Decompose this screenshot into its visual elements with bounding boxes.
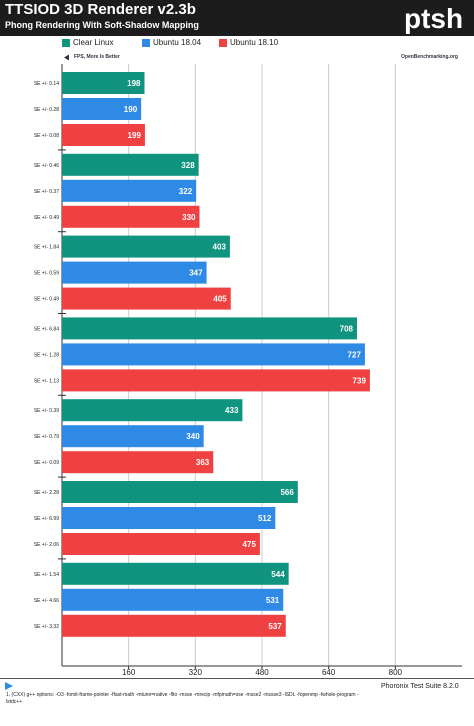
value-label-g2-s2: 322 xyxy=(179,187,193,196)
se-label-g4-s3: SE +/- 1.13 xyxy=(34,378,59,384)
bar-g2-s3 xyxy=(62,205,200,228)
bar-g7-s1 xyxy=(62,562,289,585)
value-label-g7-s2: 531 xyxy=(266,596,280,605)
se-label-g5-s1: SE +/- 0.39 xyxy=(34,408,59,414)
bar-g2-s2 xyxy=(62,179,197,202)
se-label-g4-s2: SE +/- 1.28 xyxy=(34,352,59,358)
bar-g6-s2 xyxy=(62,507,276,529)
arrow-icon xyxy=(64,54,69,61)
legend-label-clear-linux: Clear Linux xyxy=(73,38,114,47)
metric-note: FPS, More Is Better xyxy=(74,54,120,60)
value-label-g2-s1: 328 xyxy=(181,161,195,170)
value-label-g7-s3: 537 xyxy=(268,622,282,631)
bar-g5-s1 xyxy=(62,399,243,422)
bar-g1-s1 xyxy=(62,72,145,94)
bar-g4-s3 xyxy=(62,369,370,392)
bar-g6-s3 xyxy=(62,533,260,555)
bar-g5-s3 xyxy=(62,451,214,474)
value-label-g4-s2: 727 xyxy=(348,350,362,359)
se-label-g6-s1: SE +/- 2.28 xyxy=(34,490,59,496)
legend-swatch-clear-linux xyxy=(62,38,70,47)
tick-label-320: 320 xyxy=(189,668,203,677)
tick-label-160: 160 xyxy=(122,668,136,677)
tick-label-800: 800 xyxy=(389,668,403,677)
chart-subtitle: Phong Rendering With Soft-Shadow Mapping xyxy=(5,20,199,30)
se-label-g2-s1: SE +/- 0.46 xyxy=(34,163,59,169)
legend-label-ubuntu-1810: Ubuntu 18.10 xyxy=(230,38,279,47)
value-label-g7-s1: 544 xyxy=(271,570,285,579)
se-label-g6-s2: SE +/- 6.99 xyxy=(34,516,59,522)
value-label-g1-s1: 198 xyxy=(127,79,141,88)
se-label-g1-s2: SE +/- 0.28 xyxy=(34,107,59,113)
se-label-g1-s3: SE +/- 0.08 xyxy=(34,133,59,139)
legend-label-ubuntu-1804: Ubuntu 18.04 xyxy=(153,38,202,47)
value-label-g4-s3: 739 xyxy=(353,376,367,385)
se-label-g7-s1: SE +/- 1.54 xyxy=(34,572,59,578)
website-label: OpenBenchmarking.org xyxy=(401,54,458,60)
value-label-g1-s3: 199 xyxy=(128,131,142,140)
ptsh-logo-icon: ptsh xyxy=(404,3,463,34)
value-label-g3-s1: 403 xyxy=(213,243,227,252)
value-label-g5-s2: 340 xyxy=(186,432,200,441)
suite-version: Phoronix Test Suite 8.2.0 xyxy=(381,683,459,690)
se-label-g3-s3: SE +/- 0.49 xyxy=(34,297,59,303)
pts-arrow-icon xyxy=(5,682,13,690)
value-label-g3-s2: 347 xyxy=(189,269,203,278)
legend-item-clear-linux: Clear Linux xyxy=(62,38,113,47)
bar-g2-s1 xyxy=(62,153,199,176)
se-label-g5-s2: SE +/- 0.79 xyxy=(34,434,59,440)
legend-swatch-ubuntu-1804 xyxy=(142,38,150,47)
bar-g1-s3 xyxy=(62,124,145,146)
value-label-g2-s3: 330 xyxy=(182,213,196,222)
se-label-g2-s3: SE +/- 0.49 xyxy=(34,215,59,221)
tick-label-480: 480 xyxy=(255,668,269,677)
value-label-g4-s1: 708 xyxy=(340,324,354,333)
value-label-g1-s2: 190 xyxy=(124,105,138,114)
se-label-g2-s2: SE +/- 0.37 xyxy=(34,189,59,195)
se-label-g4-s1: SE +/- 6.84 xyxy=(34,326,59,332)
se-label-g3-s2: SE +/- 0.59 xyxy=(34,271,59,277)
value-label-g5-s3: 363 xyxy=(196,458,210,467)
bar-g7-s2 xyxy=(62,588,284,611)
se-label-g6-s3: SE +/- 2.06 xyxy=(34,542,59,548)
se-label-g3-s1: SE +/- 1.84 xyxy=(34,245,59,251)
legend-swatch-ubuntu-1810 xyxy=(219,38,227,47)
value-label-g6-s2: 512 xyxy=(258,514,272,523)
bar-chart: 160 320 480 640 800 198 SE +/- 0.14 190 SE +/- 0… xyxy=(34,64,462,677)
legend-item-ubuntu-1810: Ubuntu 18.10 xyxy=(219,38,278,47)
bar-g3-s2 xyxy=(62,261,207,284)
tick-label-640: 640 xyxy=(322,668,336,677)
se-label-g1-s1: SE +/- 0.14 xyxy=(34,81,59,87)
bar-g7-s3 xyxy=(62,614,286,637)
chart-header: TTSIOD 3D Renderer v2.3b Phong Rendering… xyxy=(0,0,474,36)
bar-g4-s1 xyxy=(62,317,357,340)
bar-g4-s2 xyxy=(62,343,365,366)
se-label-g7-s2: SE +/- 4.66 xyxy=(34,598,59,604)
value-label-g5-s1: 433 xyxy=(225,406,239,415)
bar-g1-s2 xyxy=(62,98,142,120)
value-label-g6-s3: 475 xyxy=(243,540,257,549)
logo-text: ptsh xyxy=(404,3,463,34)
value-label-g6-s1: 566 xyxy=(280,488,294,497)
se-label-g7-s3: SE +/- 3.32 xyxy=(34,624,59,630)
footer-divider xyxy=(0,678,474,679)
legend-item-ubuntu-1804: Ubuntu 18.04 xyxy=(142,38,201,47)
bar-g3-s1 xyxy=(62,235,230,258)
chart-title: TTSIOD 3D Renderer v2.3b xyxy=(5,1,196,18)
bar-g6-s1 xyxy=(62,481,298,503)
bar-g3-s3 xyxy=(62,287,231,310)
compiler-note: 1. (CXX) g++ options: -O3 -fomit-frame-p… xyxy=(6,692,359,705)
bar-g5-s2 xyxy=(62,425,204,448)
se-label-g5-s3: SE +/- 0.09 xyxy=(34,460,59,466)
value-label-g3-s3: 405 xyxy=(213,295,227,304)
